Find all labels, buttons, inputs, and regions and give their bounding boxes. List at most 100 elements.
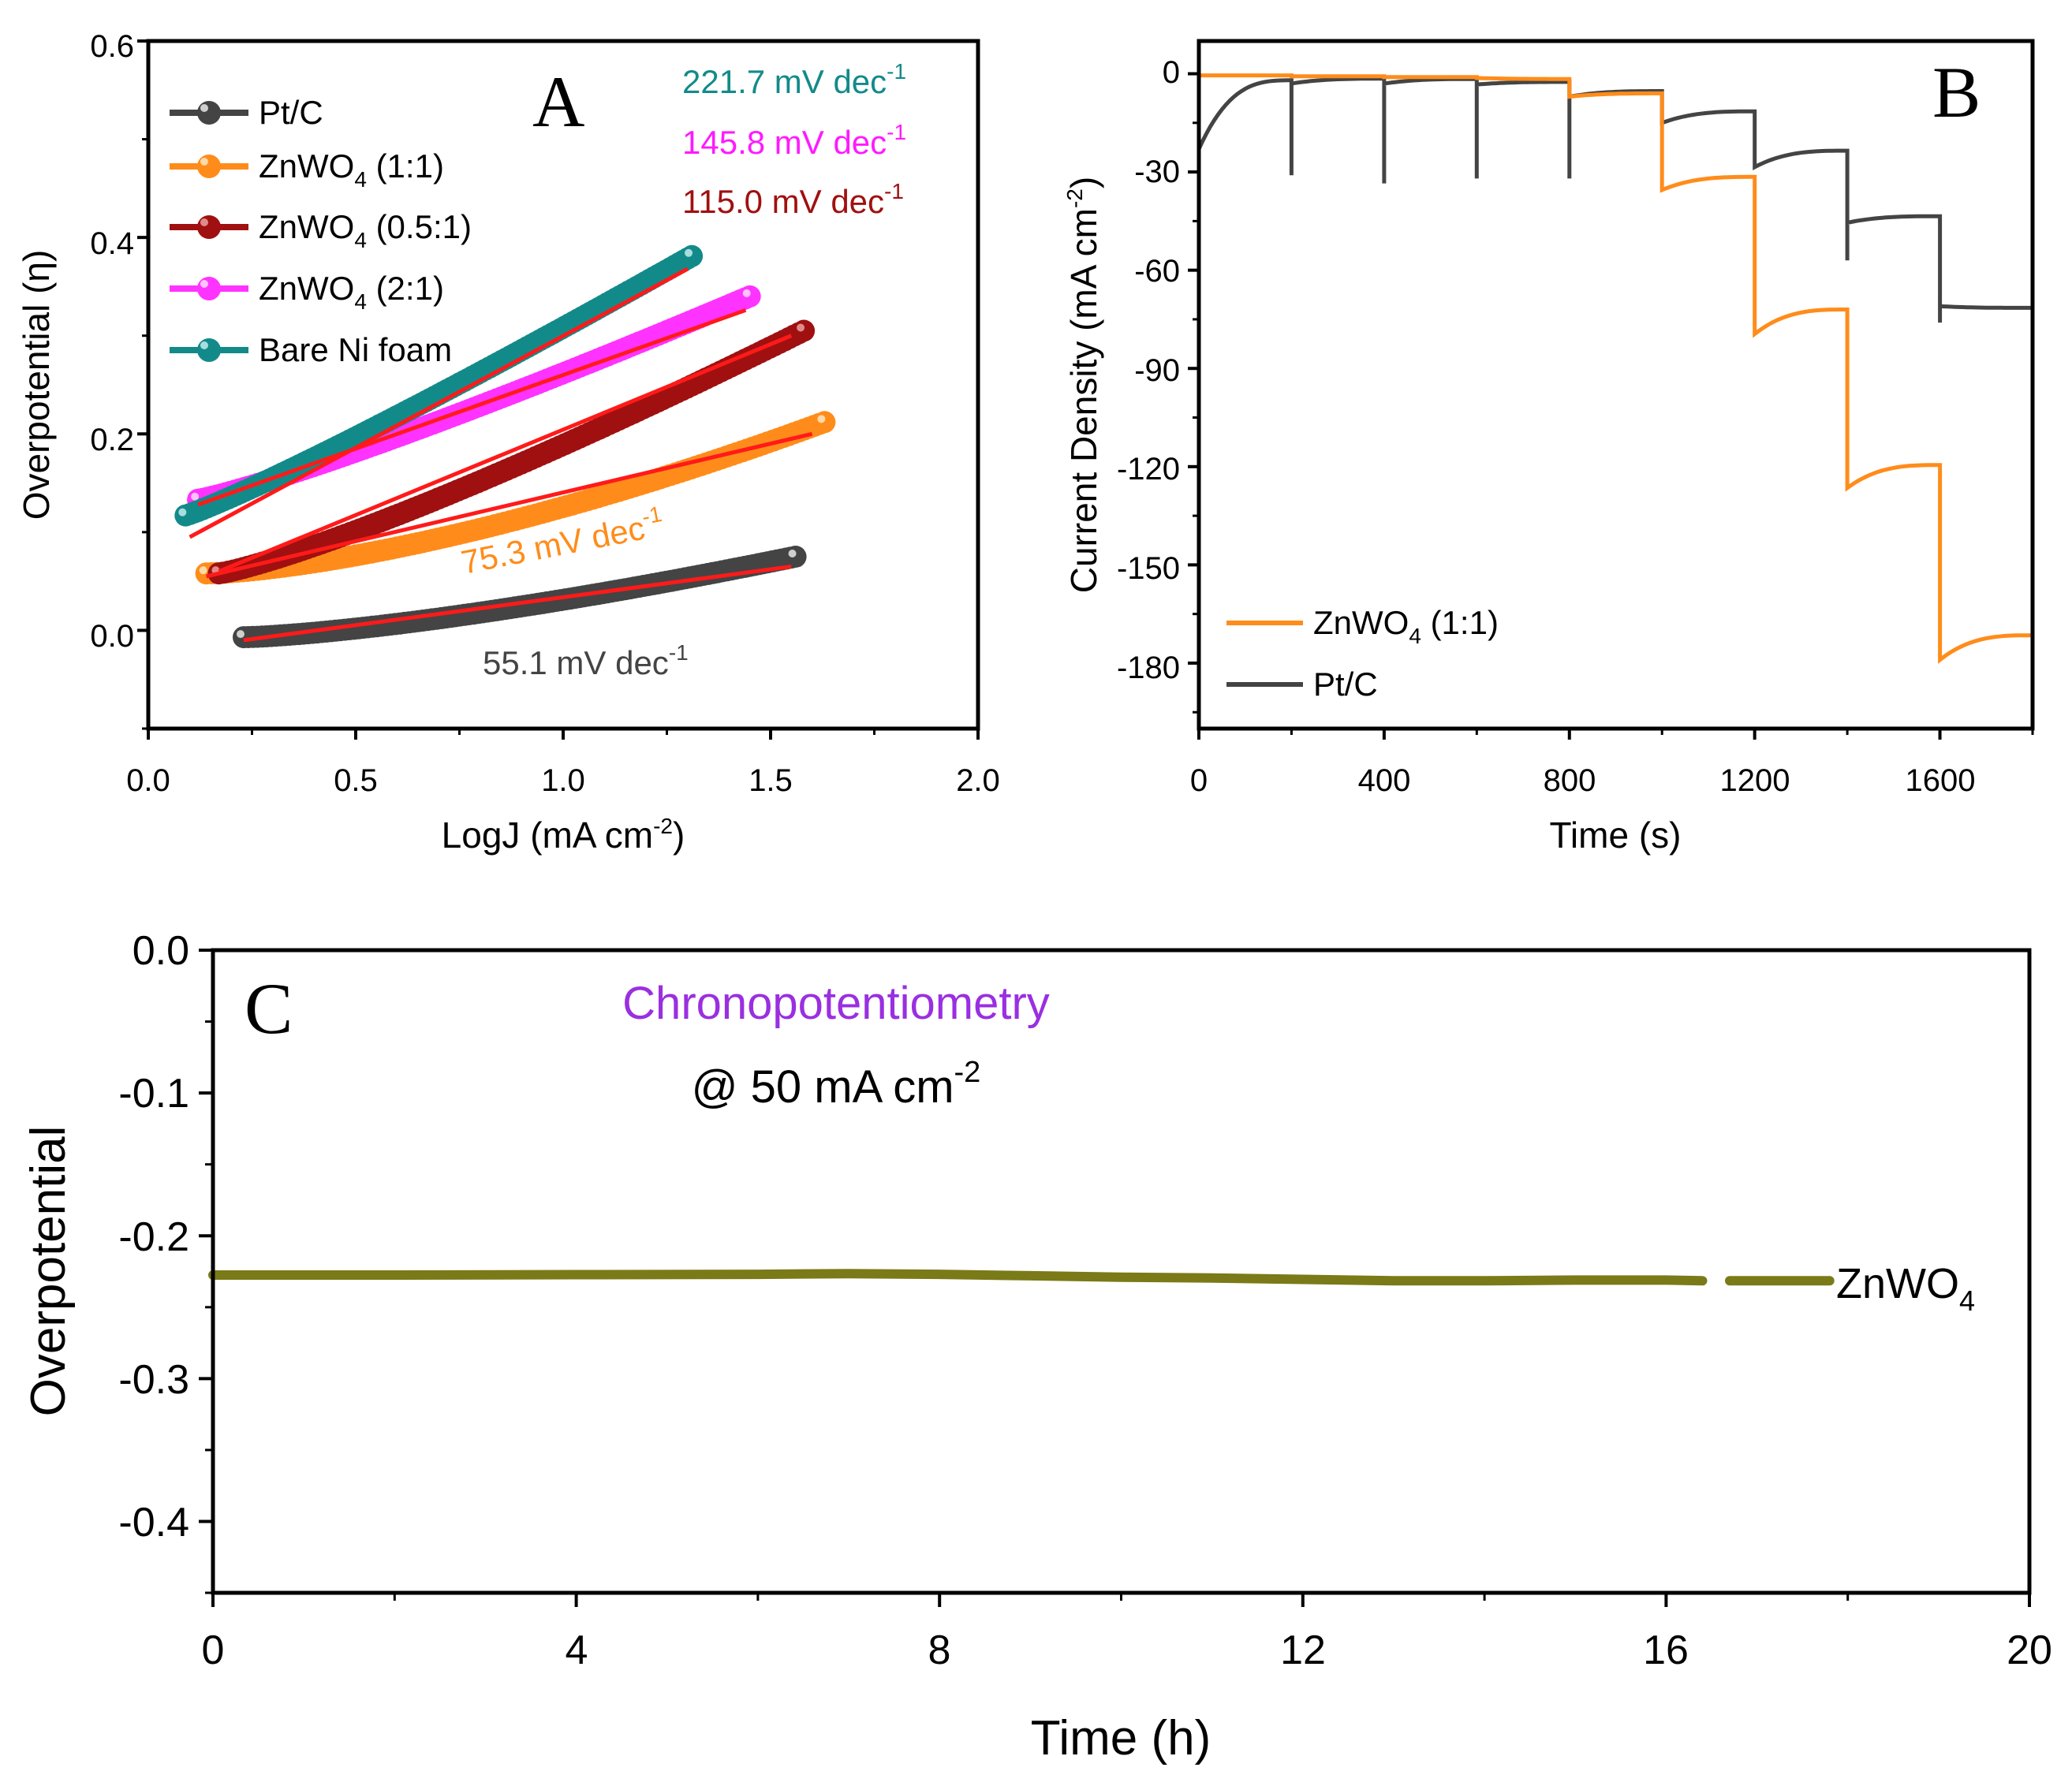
series-bare-ni-foam bbox=[174, 244, 704, 527]
panel-c-series-layer bbox=[208, 1269, 1835, 1286]
legend-entry-znwo4-1-1: ZnWO4 (1:1) bbox=[170, 147, 444, 192]
series-ptc-line bbox=[1197, 76, 2033, 323]
panel-c-x-tick-labels: 0 4 8 12 16 20 bbox=[202, 1628, 2052, 1673]
panel-c-x-axis-label: Time (h) bbox=[1031, 1711, 1211, 1765]
panel-b-y-axis-label: Current Density (mA cm-2) bbox=[1062, 177, 1104, 593]
panel-a-y-tick-label: 0.4 bbox=[90, 226, 134, 261]
panel-b-x-tick-label: 1200 bbox=[1720, 763, 1790, 798]
svg-text:Bare Ni foam: Bare Ni foam bbox=[259, 331, 452, 368]
start-marker-highlight bbox=[199, 566, 207, 575]
data-point bbox=[784, 546, 807, 568]
end-marker-highlight bbox=[817, 415, 826, 423]
legend-entry-znwo4-0.5-1: ZnWO4 (0.5:1) bbox=[170, 208, 472, 252]
panel-c-x-tick-label: 12 bbox=[1280, 1628, 1326, 1673]
slope-label-bare-ni: 221.7 mV dec-1 bbox=[682, 59, 906, 100]
start-marker-highlight bbox=[178, 508, 187, 516]
panel-a-x-tick-label: 0.5 bbox=[334, 763, 378, 798]
panel-c-x-tick-label: 20 bbox=[2007, 1628, 2052, 1673]
legend-entry-znwo4-2-1: ZnWO4 (2:1) bbox=[170, 270, 444, 314]
panel-a-x-tick-label: 1.5 bbox=[749, 763, 793, 798]
panel-b-y-tick-label: -30 bbox=[1134, 155, 1180, 189]
legend-entry-bare-ni-foam: Bare Ni foam bbox=[170, 331, 452, 368]
panel-b-y-tick-label: -150 bbox=[1117, 551, 1180, 586]
svg-text:Pt/C: Pt/C bbox=[1313, 666, 1378, 703]
panel-a-x-axis-label: LogJ (mA cm-2) bbox=[442, 814, 685, 856]
fit-line-znwo4-2-1 bbox=[197, 308, 747, 507]
slope-label-ptc: 55.1 mV dec-1 bbox=[483, 640, 689, 681]
panel-b-x-tick-label: 800 bbox=[1544, 763, 1596, 798]
panel-a-y-tick-label: 0.6 bbox=[90, 29, 134, 64]
panel-c-y-axis-label: Overpotential bbox=[21, 1126, 76, 1417]
legend-entry-ptc: Pt/C bbox=[170, 94, 323, 131]
panel-a-x-tick-label: 0.0 bbox=[126, 763, 170, 798]
panel-a-x-tick-labels: 0.0 0.5 1.0 1.5 2.0 bbox=[126, 763, 1000, 798]
panel-a-x-tick-label: 2.0 bbox=[956, 763, 1000, 798]
panel-b-y-tick-label: 0 bbox=[1163, 55, 1180, 90]
end-marker-highlight bbox=[788, 550, 797, 557]
svg-text:ZnWO4 (1:1): ZnWO4 (1:1) bbox=[259, 147, 444, 192]
panel-c-series-label: ZnWO4 bbox=[1836, 1260, 1975, 1317]
panel-c-x-tick-label: 4 bbox=[566, 1628, 588, 1673]
panel-a-x-tick-label: 1.0 bbox=[541, 763, 585, 798]
panel-c-y-tick-label: 0.0 bbox=[133, 928, 189, 974]
data-point bbox=[738, 285, 761, 308]
legend-entry-b-ptc: Pt/C bbox=[1226, 666, 1378, 703]
fit-line-ptc bbox=[243, 564, 792, 643]
end-marker-highlight bbox=[742, 289, 751, 297]
svg-text:ZnWO4 (2:1): ZnWO4 (2:1) bbox=[259, 270, 444, 314]
panel-a-y-tick-label: 0.2 bbox=[90, 423, 134, 457]
panel-a-ticks bbox=[137, 39, 980, 740]
panel-b-frame bbox=[1197, 39, 2035, 731]
panel-a: 0.0 0.5 1.0 1.5 2.0 0.0 0.2 0.4 0.6 LogJ… bbox=[16, 29, 1000, 856]
panel-c-title: Chronopotentiometry bbox=[622, 978, 1050, 1029]
panel-c-label: C bbox=[245, 968, 293, 1049]
slope-label-znwo4-0.5-1: 115.0 mV dec-1 bbox=[682, 179, 904, 220]
data-point bbox=[813, 411, 836, 434]
panel-b-y-tick-label: -120 bbox=[1117, 452, 1180, 487]
panel-b-y-tick-label: -180 bbox=[1117, 651, 1180, 685]
panel-c-x-tick-label: 0 bbox=[202, 1628, 225, 1673]
slope-label-znwo4-2-1: 145.8 mV dec-1 bbox=[682, 120, 906, 161]
panel-a-legend: Pt/C ZnWO4 (1:1) ZnWO4 (0.5:1) ZnWO4 (2:… bbox=[170, 94, 472, 368]
panel-b-x-axis-label: Time (s) bbox=[1550, 815, 1682, 856]
panel-b-x-tick-labels: 0 400 800 1200 1600 bbox=[1190, 763, 1976, 798]
panel-c-x-tick-label: 16 bbox=[1643, 1628, 1689, 1673]
data-point bbox=[793, 319, 816, 342]
data-point bbox=[681, 244, 704, 267]
panel-a-y-tick-labels: 0.0 0.2 0.4 0.6 bbox=[90, 29, 134, 654]
fit-line-znwo4-0.5-1 bbox=[218, 334, 793, 573]
panel-c-y-tick-label: -0.1 bbox=[118, 1071, 189, 1117]
fit-line-bare-ni-foam bbox=[189, 267, 689, 539]
panel-c-x-tick-label: 8 bbox=[928, 1628, 951, 1673]
panel-a-y-tick-label: 0.0 bbox=[90, 619, 134, 654]
start-marker-highlight bbox=[236, 630, 245, 639]
series-znwo4-line bbox=[208, 1269, 1708, 1286]
panel-c-y-tick-label: -0.2 bbox=[118, 1214, 189, 1260]
start-marker-highlight bbox=[191, 492, 200, 501]
svg-text:ZnWO4 (0.5:1): ZnWO4 (0.5:1) bbox=[259, 208, 472, 252]
panel-b-y-tick-label: -60 bbox=[1134, 254, 1180, 289]
panel-b-legend: ZnWO4 (1:1) Pt/C bbox=[1226, 604, 1499, 703]
panel-a-label: A bbox=[532, 62, 584, 142]
panel-b-ticks bbox=[1188, 72, 2034, 740]
panel-b: 0 400 800 1200 1600 0 -30 -60 -90 -120 -… bbox=[1062, 39, 2035, 856]
panel-c-ticks bbox=[199, 949, 2031, 1607]
end-marker-highlight bbox=[685, 248, 693, 257]
fit-line-znwo4-1-1 bbox=[206, 431, 813, 579]
panel-c-y-tick-label: -0.3 bbox=[118, 1357, 189, 1403]
panel-b-x-tick-label: 400 bbox=[1358, 763, 1411, 798]
legend-entry-b-znwo4: ZnWO4 (1:1) bbox=[1226, 604, 1499, 648]
panel-c-y-tick-labels: 0.0 -0.1 -0.2 -0.3 -0.4 bbox=[118, 928, 189, 1546]
panel-c-subtitle: @ 50 mA cm-2 bbox=[692, 1056, 981, 1113]
svg-text:ZnWO4 (1:1): ZnWO4 (1:1) bbox=[1313, 604, 1499, 648]
panel-a-series-layer bbox=[174, 244, 836, 649]
panel-b-y-tick-labels: 0 -30 -60 -90 -120 -150 -180 bbox=[1117, 55, 1180, 685]
panel-c-y-tick-label: -0.4 bbox=[118, 1500, 189, 1546]
panel-b-series-layer bbox=[1197, 73, 2033, 664]
panel-b-label: B bbox=[1932, 52, 1981, 132]
panel-b-x-tick-label: 1600 bbox=[1906, 763, 1976, 798]
svg-text:Pt/C: Pt/C bbox=[259, 94, 323, 131]
series-znwo4-line bbox=[1199, 73, 2033, 664]
end-marker-highlight bbox=[797, 323, 805, 332]
